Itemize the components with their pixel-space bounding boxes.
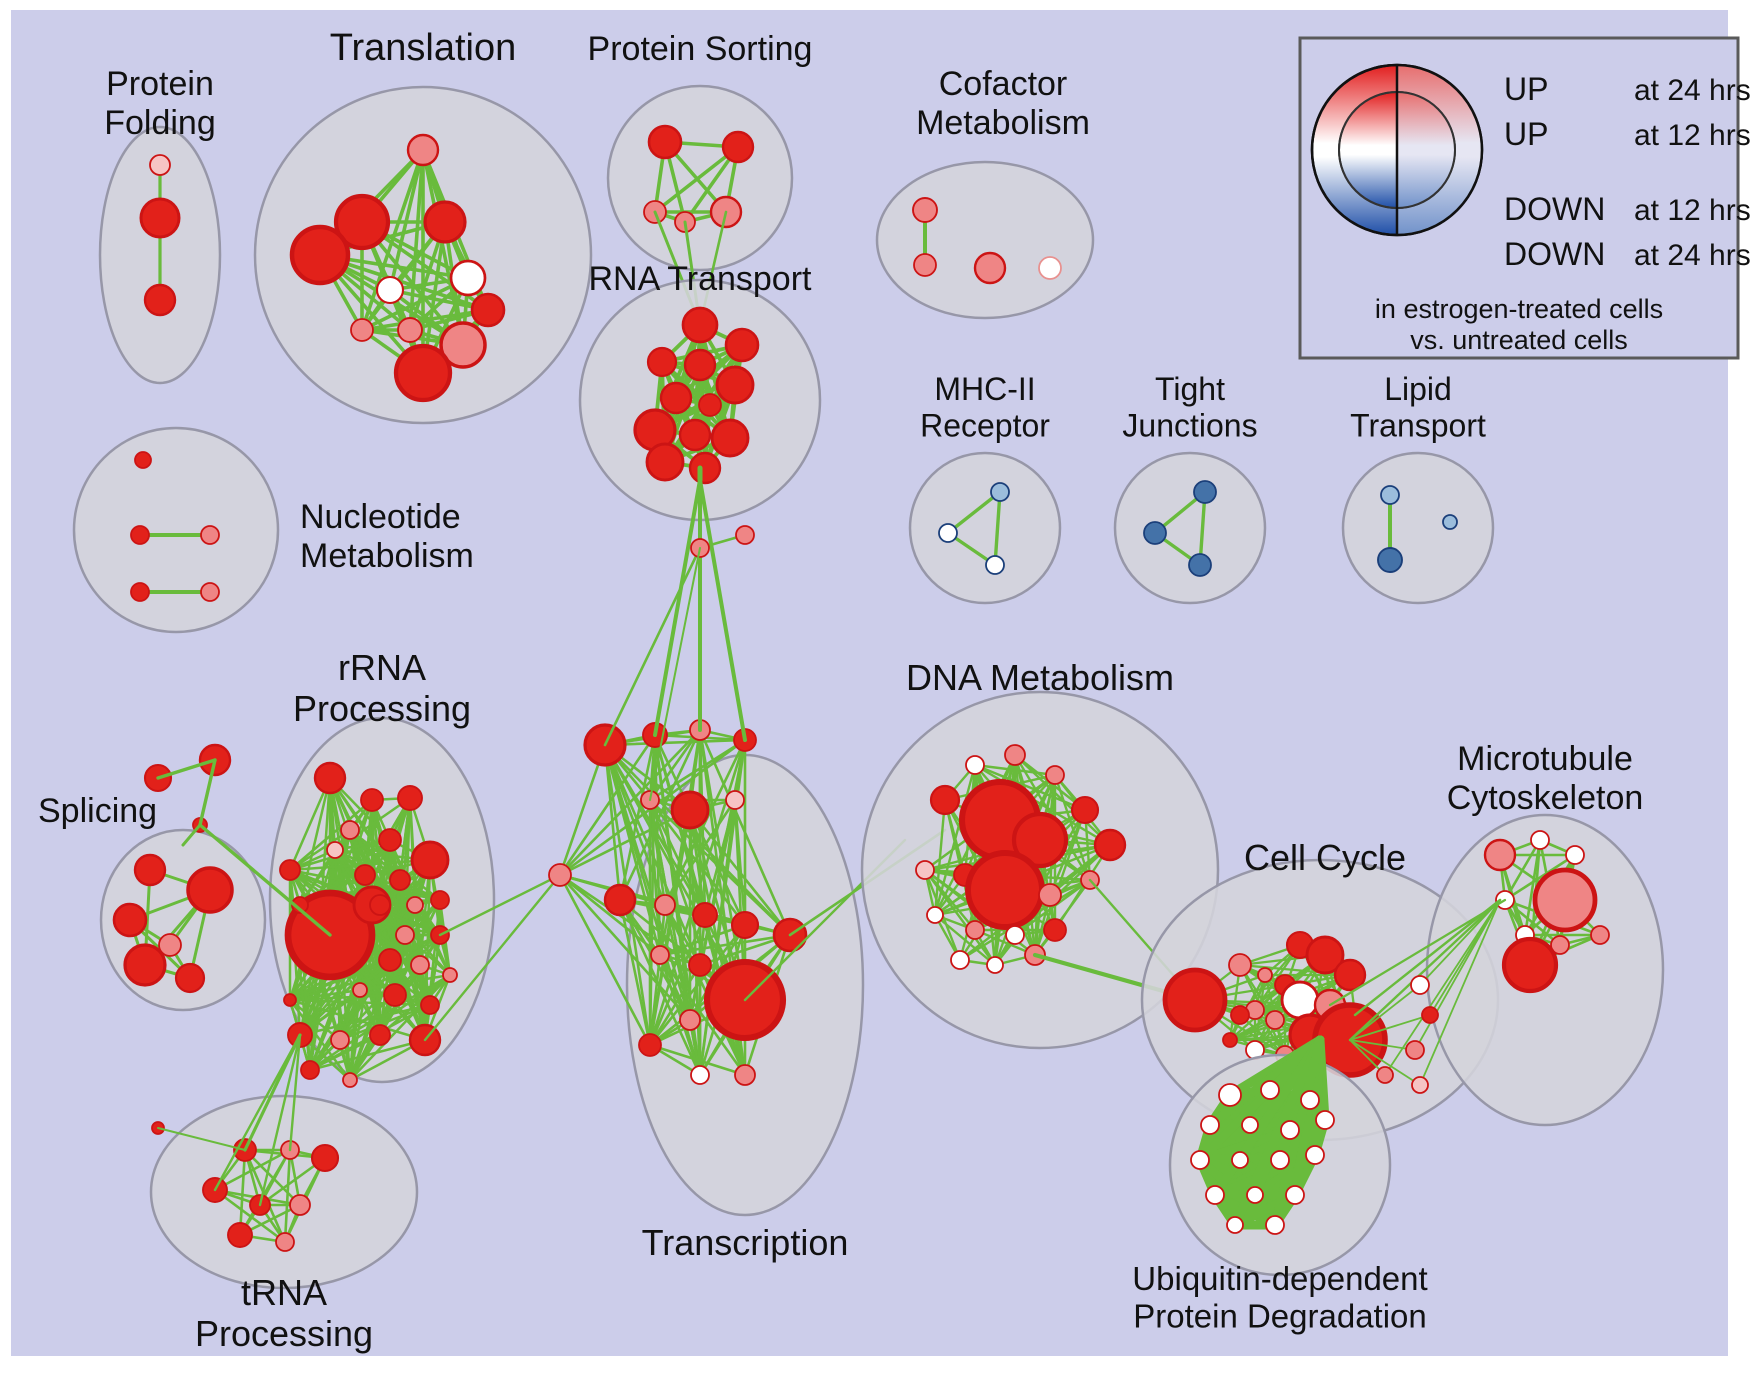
svg-text:Processing: Processing [195,1313,373,1354]
svg-text:Protein: Protein [106,65,214,103]
svg-text:RNA Transport: RNA Transport [589,260,813,298]
svg-text:at 24 hrs: at 24 hrs [1634,239,1750,272]
svg-text:Protein Sorting: Protein Sorting [588,30,813,68]
svg-text:Receptor: Receptor [920,408,1050,444]
svg-text:Cofactor: Cofactor [939,65,1068,103]
svg-text:MHC-II: MHC-II [934,371,1035,407]
svg-text:vs. untreated cells: vs. untreated cells [1410,325,1628,355]
svg-text:in estrogen-treated cells: in estrogen-treated cells [1375,294,1663,324]
svg-text:Folding: Folding [104,104,216,142]
svg-text:Processing: Processing [293,688,471,729]
svg-text:Junctions: Junctions [1122,408,1257,444]
svg-text:Translation: Translation [330,27,517,69]
svg-text:Splicing: Splicing [38,792,157,830]
svg-text:Lipid: Lipid [1384,371,1452,407]
svg-text:Cytoskeleton: Cytoskeleton [1447,779,1644,817]
svg-text:UP: UP [1504,116,1548,152]
svg-text:Transcription: Transcription [642,1222,849,1263]
svg-text:UP: UP [1504,71,1548,107]
svg-text:Microtubule: Microtubule [1457,740,1633,778]
svg-text:rRNA: rRNA [338,647,426,688]
svg-text:Ubiquitin-dependent: Ubiquitin-dependent [1132,1260,1427,1297]
svg-text:Cell Cycle: Cell Cycle [1244,837,1406,878]
svg-text:at 12 hrs: at 12 hrs [1634,194,1750,227]
svg-text:Tight: Tight [1155,371,1225,407]
svg-text:Metabolism: Metabolism [916,104,1090,142]
svg-text:tRNA: tRNA [241,1272,327,1313]
svg-text:Protein Degradation: Protein Degradation [1133,1298,1427,1335]
svg-text:Transport: Transport [1350,408,1486,444]
svg-text:at 24 hrs: at 24 hrs [1634,74,1750,107]
svg-text:DOWN: DOWN [1504,191,1605,227]
svg-text:Metabolism: Metabolism [300,537,474,575]
svg-text:DNA Metabolism: DNA Metabolism [906,657,1174,698]
svg-text:Nucleotide: Nucleotide [300,498,461,536]
svg-text:at 12 hrs: at 12 hrs [1634,119,1750,152]
svg-text:DOWN: DOWN [1504,236,1605,272]
